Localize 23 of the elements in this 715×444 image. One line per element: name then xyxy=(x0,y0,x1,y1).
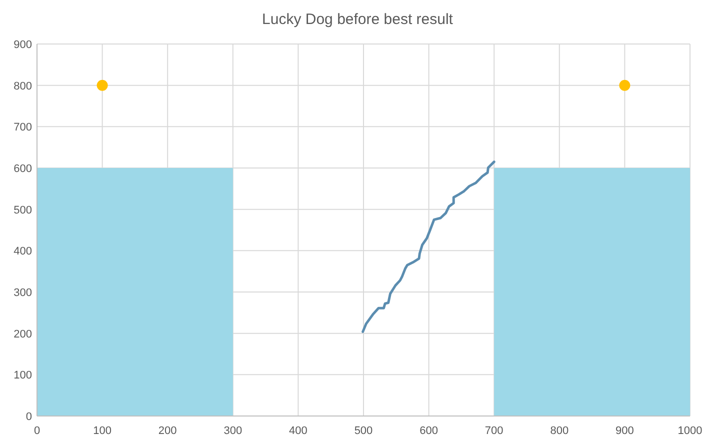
x-tick-label: 100 xyxy=(93,425,112,437)
x-tick-label: 500 xyxy=(354,425,373,437)
y-tick-label: 900 xyxy=(14,39,32,51)
x-tick-label: 1000 xyxy=(678,425,702,437)
chart-title: Lucky Dog before best result xyxy=(262,11,454,28)
y-tick-label: 0 xyxy=(26,411,32,423)
x-tick-label: 300 xyxy=(224,425,242,437)
y-tick-label: 400 xyxy=(14,246,32,258)
line-series xyxy=(362,160,496,333)
x-tick-label: 700 xyxy=(484,425,504,437)
y-tick-label: 200 xyxy=(14,328,32,340)
y-tick-label: 300 xyxy=(14,287,32,299)
y-tick-label: 100 xyxy=(14,370,32,382)
x-tick-label: 900 xyxy=(616,425,634,437)
y-tick-label: 600 xyxy=(14,163,32,175)
x-tick-label: 0 xyxy=(34,425,40,437)
y-tick-label: 700 xyxy=(14,122,32,134)
y-tick-label: 800 xyxy=(14,80,32,92)
y-tick-label: 500 xyxy=(14,204,32,216)
x-tick-label: 400 xyxy=(289,425,308,437)
x-tick-label: 200 xyxy=(158,425,177,437)
x-tick-label: 800 xyxy=(550,425,569,437)
x-tick-label: 600 xyxy=(420,425,438,437)
